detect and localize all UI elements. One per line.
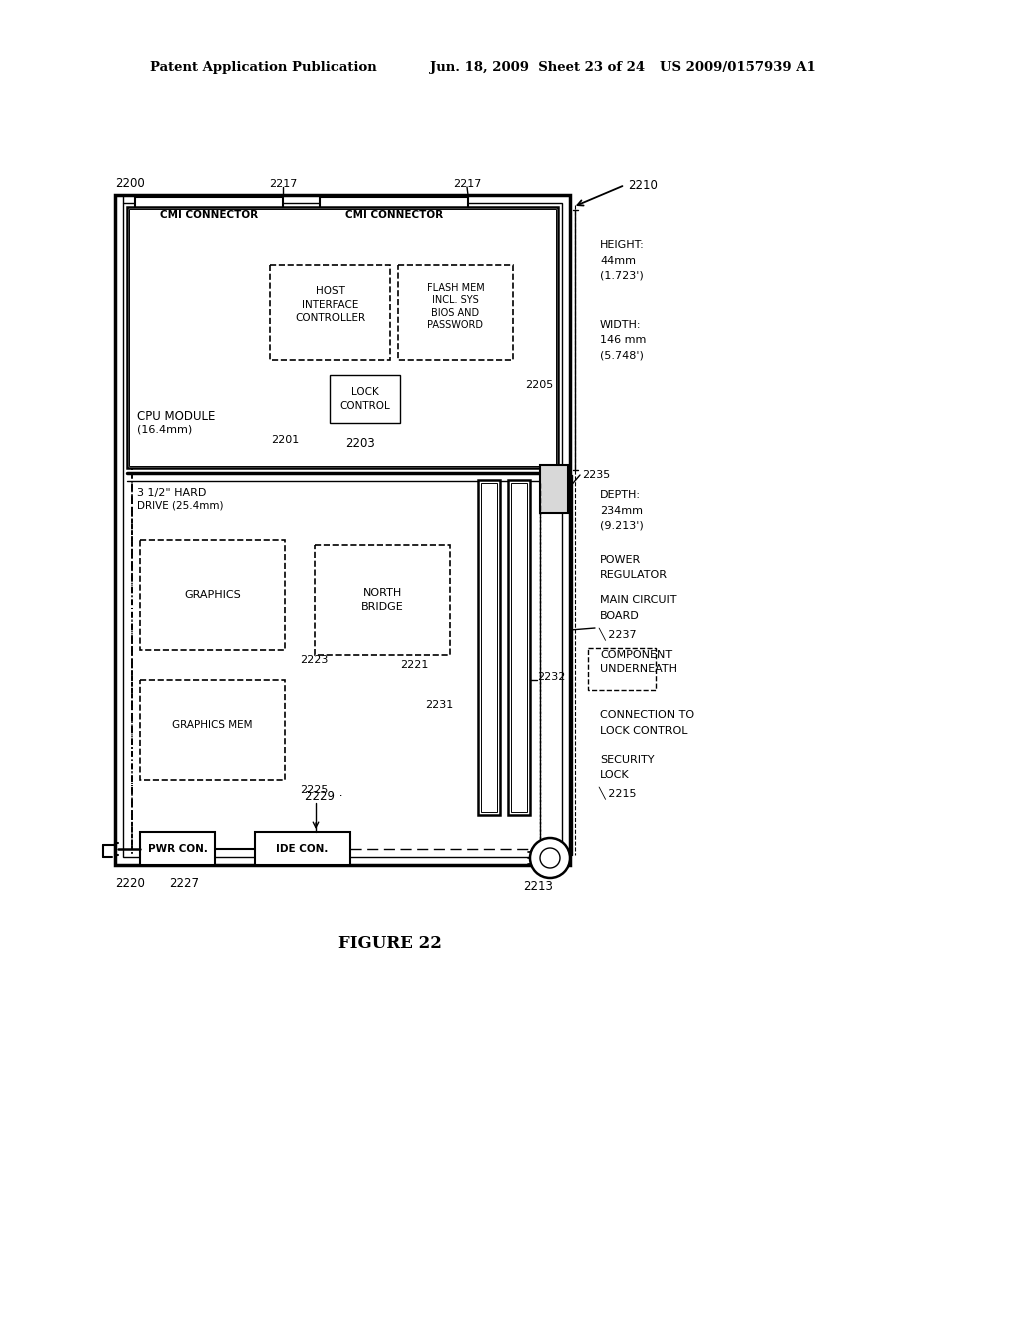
Text: (9.213'): (9.213')	[600, 521, 644, 531]
Bar	[398, 265, 513, 360]
Text: LOCK CONTROL: LOCK CONTROL	[600, 726, 687, 737]
Text: MAIN CIRCUIT: MAIN CIRCUIT	[600, 595, 677, 605]
Bar	[478, 480, 500, 814]
Text: Patent Application Publication: Patent Application Publication	[150, 62, 377, 74]
Bar	[315, 545, 450, 655]
Text: (5.748'): (5.748')	[600, 350, 644, 360]
Text: GRAPHICS MEM: GRAPHICS MEM	[172, 719, 253, 730]
FancyArrowPatch shape	[286, 362, 317, 430]
Bar	[481, 483, 497, 812]
Text: CPU MODULE: CPU MODULE	[137, 411, 215, 422]
Text: 2205: 2205	[525, 380, 553, 389]
Text: CMI CONNECTOR: CMI CONNECTOR	[160, 210, 258, 219]
Bar	[140, 832, 215, 865]
Text: 2227: 2227	[170, 876, 200, 890]
Bar	[115, 195, 570, 865]
Text: COMPONENT: COMPONENT	[600, 649, 672, 660]
Bar	[540, 465, 568, 513]
Bar	[255, 832, 350, 865]
FancyArrowPatch shape	[288, 636, 302, 653]
Circle shape	[530, 838, 570, 878]
Text: 2229 ·: 2229 ·	[305, 789, 342, 803]
Text: LOCK: LOCK	[600, 770, 630, 780]
Text: 2203: 2203	[345, 437, 375, 450]
Bar	[129, 209, 556, 466]
Text: CMI CONNECTOR: CMI CONNECTOR	[345, 210, 443, 219]
Text: GRAPHICS: GRAPHICS	[184, 590, 241, 601]
FancyArrowPatch shape	[288, 766, 301, 784]
Text: 2225: 2225	[300, 785, 329, 795]
FancyArrowPatch shape	[507, 358, 520, 381]
Text: ╲ 2215: ╲ 2215	[598, 785, 637, 799]
Text: (1.723'): (1.723')	[600, 271, 644, 281]
Text: NORTH
BRIDGE: NORTH BRIDGE	[361, 589, 403, 611]
Text: DRIVE (25.4mm): DRIVE (25.4mm)	[137, 502, 223, 511]
Text: IDE CON.: IDE CON.	[276, 843, 329, 854]
Text: PWR CON.: PWR CON.	[147, 843, 208, 854]
Text: CONNECTION TO: CONNECTION TO	[600, 710, 694, 719]
Bar	[127, 207, 558, 469]
Text: 2221: 2221	[400, 660, 428, 671]
Text: 2232: 2232	[537, 672, 565, 682]
Text: 146 mm: 146 mm	[600, 335, 646, 345]
Text: 2231: 2231	[425, 700, 453, 710]
Text: WIDTH:: WIDTH:	[600, 319, 641, 330]
FancyArrowPatch shape	[393, 657, 398, 661]
Text: 2235: 2235	[582, 470, 610, 480]
Text: REGULATOR: REGULATOR	[600, 570, 668, 579]
Bar	[140, 540, 285, 649]
Text: Jun. 18, 2009  Sheet 23 of 24: Jun. 18, 2009 Sheet 23 of 24	[430, 62, 645, 74]
Text: HEIGHT:: HEIGHT:	[600, 240, 645, 249]
Text: POWER: POWER	[600, 554, 641, 565]
Bar	[140, 680, 285, 780]
Circle shape	[540, 847, 560, 869]
Text: DEPTH:: DEPTH:	[600, 490, 641, 500]
Text: 2200: 2200	[115, 177, 144, 190]
Text: FLASH MEM
INCL. SYS
BIOS AND
PASSWORD: FLASH MEM INCL. SYS BIOS AND PASSWORD	[427, 282, 484, 330]
Text: 2217: 2217	[269, 180, 297, 189]
Text: US 2009/0157939 A1: US 2009/0157939 A1	[660, 62, 816, 74]
Text: 3 1/2" HARD: 3 1/2" HARD	[137, 488, 207, 498]
Bar	[135, 197, 283, 232]
Text: 234mm: 234mm	[600, 506, 643, 516]
Text: LOCK
CONTROL: LOCK CONTROL	[340, 387, 390, 411]
Bar	[588, 648, 656, 690]
Text: UNDERNEATH: UNDERNEATH	[600, 664, 677, 675]
Text: (16.4mm): (16.4mm)	[137, 424, 193, 434]
Bar	[319, 197, 468, 232]
Text: 2220: 2220	[115, 876, 144, 890]
Text: 44mm: 44mm	[600, 256, 636, 267]
Text: 2223: 2223	[300, 655, 329, 665]
Text: 2210: 2210	[628, 180, 657, 191]
Text: ╲ 2237: ╲ 2237	[598, 627, 637, 640]
Bar	[330, 375, 400, 422]
Text: BOARD: BOARD	[600, 611, 640, 620]
Bar	[508, 480, 530, 814]
Text: SECURITY: SECURITY	[600, 755, 654, 766]
Text: HOST
INTERFACE
CONTROLLER: HOST INTERFACE CONTROLLER	[295, 286, 366, 322]
Text: 2217: 2217	[453, 180, 481, 189]
Bar	[511, 483, 527, 812]
Bar	[270, 265, 390, 360]
Text: 2201: 2201	[271, 436, 299, 445]
Text: FIGURE 22: FIGURE 22	[338, 935, 442, 952]
Text: 2213: 2213	[523, 880, 553, 894]
Bar	[123, 203, 562, 857]
